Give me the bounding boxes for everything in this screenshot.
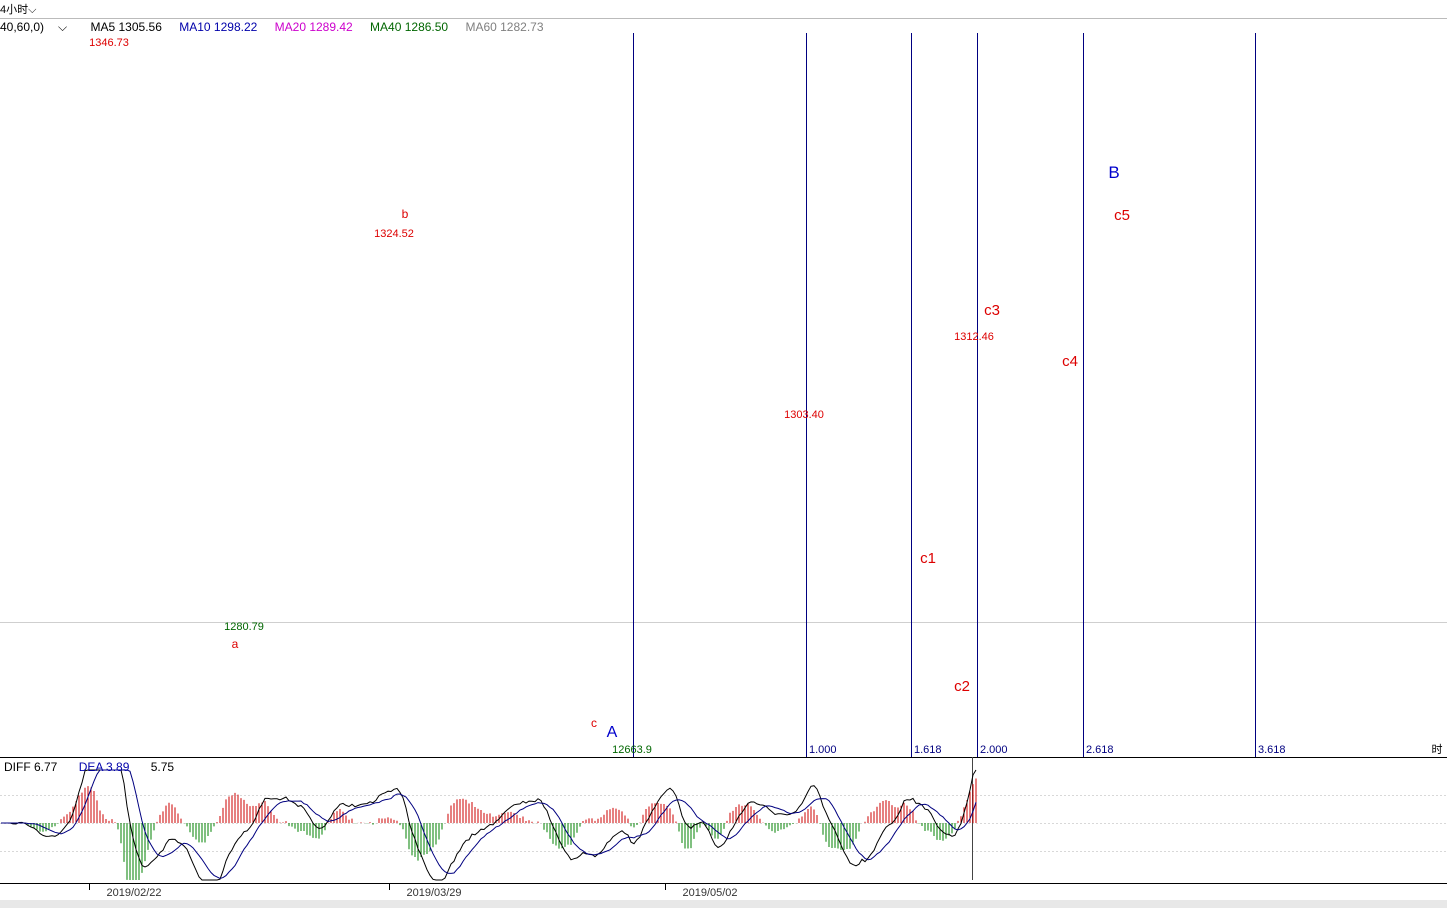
wave-label: b [402,207,409,221]
axis-corner-label: 时 [1432,743,1443,756]
chevron-down-icon: ⌵ [58,20,68,34]
x-axis-label: 2019/05/02 [682,887,737,899]
param-label[interactable]: 40,60,0) ⌵ [0,20,68,34]
wave-label: c5 [1114,207,1130,224]
chevron-down-icon: ⌵ [28,4,37,16]
price-label: 1312.46 [954,331,994,343]
legend-ma40: MA40 1286.50 [370,20,449,34]
wave-label: c1 [920,550,936,567]
legend-ma5: MA5 1305.56 [90,20,162,34]
legend-ma10: MA10 1298.22 [179,20,258,34]
macd-legend: DIFF 6.77 DEA 3.89 5.75 [4,760,192,776]
price-label: 1346.73 [89,37,129,49]
wave-label: c [591,716,597,730]
wave-label: c3 [984,302,1000,319]
legend-ma20: MA20 1289.42 [274,20,353,34]
wave-label: A [607,724,618,741]
x-axis-label: 2019/02/22 [106,887,161,899]
wave-label: c2 [954,678,970,695]
price-label: 1324.52 [374,228,414,240]
x-axis-label: 2019/03/29 [406,887,461,899]
macd-diff-line [1,769,977,881]
time-fib-label: 3.618 [1258,744,1286,756]
ma-legend: 40,60,0) ⌵ MA5 1305.56 MA10 1298.22 MA20 … [0,20,558,36]
time-fib-label: 1.000 [809,744,837,756]
toolbar: 4小时⌵ [0,0,1447,18]
time-fib-label: 2.618 [1086,744,1114,756]
time-fib-label: 2.000 [980,744,1008,756]
price-label: 1280.79 [224,621,264,633]
price-label: 1303.40 [784,409,824,421]
macd-dea-line [1,769,977,880]
period-label: 4小时 [0,4,29,16]
wave-label: c4 [1062,353,1078,370]
legend-ma60: MA60 1282.73 [465,20,544,34]
macd-dea: DEA 3.89 [78,760,130,774]
macd-value: 5.75 [150,760,175,774]
price-label: 12663.9 [612,744,652,756]
wave-label: a [232,637,239,651]
macd-diff: DIFF 6.77 [4,760,58,774]
time-fib-label: 1.618 [914,744,942,756]
period-selector[interactable]: 4小时⌵ [0,1,36,17]
horizontal-scrollbar[interactable] [0,900,1447,908]
wave-label: B [1108,163,1119,182]
